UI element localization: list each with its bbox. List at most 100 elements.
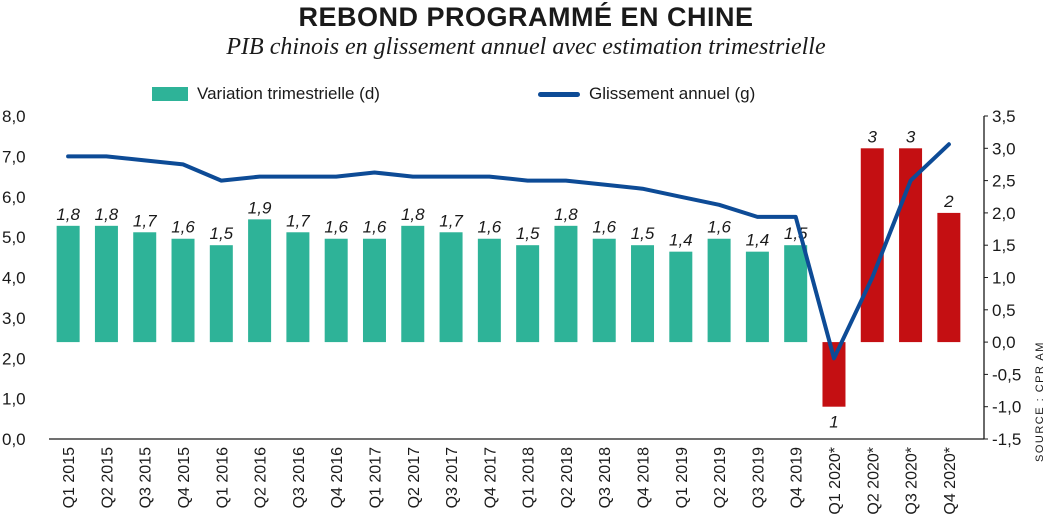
x-tick-label: Q1 2020*: [827, 447, 844, 515]
x-tick-label: Q4 2018: [636, 447, 653, 508]
left-tick-label: 4,0: [2, 269, 26, 288]
line-series: [66, 142, 951, 361]
bar: [286, 232, 310, 343]
x-tick-label: Q2 2018: [559, 447, 576, 508]
right-tick-label: 1,5: [992, 236, 1016, 255]
bar: [439, 232, 463, 343]
bar: [669, 251, 693, 343]
x-tick-label: Q3 2020*: [904, 447, 921, 515]
x-tick-label: Q2 2020*: [865, 447, 882, 515]
bar: [94, 225, 118, 343]
bar-data-label: 1,6: [324, 218, 348, 237]
bar-data-label: 1,8: [554, 205, 578, 224]
x-tick-label: Q2 2019: [712, 447, 729, 508]
x-tick-label: Q3 2018: [597, 447, 614, 508]
left-tick-label: 2,0: [2, 349, 26, 368]
left-tick-label: 8,0: [2, 107, 26, 126]
bar: [554, 225, 578, 343]
bar-data-label: 1,7: [133, 211, 157, 230]
x-tick-label: Q3 2017: [444, 447, 461, 508]
bar-data-label: 2: [943, 192, 954, 211]
x-tick-label: Q2 2015: [99, 447, 116, 508]
bar-data-label: 1,8: [95, 205, 119, 224]
bar: [592, 238, 616, 343]
bar-data-label: 1,7: [439, 211, 463, 230]
bar-data-label: 3: [868, 127, 878, 146]
legend-label-line: Glissement annuel (g): [589, 84, 756, 103]
legend-item-line: Glissement annuel (g): [538, 84, 755, 104]
x-tick-label: Q2 2017: [406, 447, 423, 508]
bar-data-label: 1,6: [363, 218, 387, 237]
bar: [133, 232, 157, 343]
legend-swatch-line: [538, 91, 580, 97]
bar-data-label: 1,6: [592, 218, 616, 237]
right-tick-label: 3,0: [992, 139, 1016, 158]
right-tick-label: 0,5: [992, 301, 1016, 320]
left-tick-label: 7,0: [2, 147, 26, 166]
bar: [822, 342, 846, 407]
left-tick-label: 0,0: [2, 430, 26, 449]
chart-title: REBOND PROGRAMMÉ EN CHINE: [298, 2, 754, 32]
bar: [56, 225, 80, 343]
bar-data-label: 1,5: [784, 224, 808, 243]
bar-data-label: 1,6: [707, 218, 731, 237]
bar: [362, 238, 386, 343]
bar: [784, 245, 808, 343]
bar-data-label: 1,4: [669, 231, 693, 250]
left-tick-label: 5,0: [2, 228, 26, 247]
x-tick-label: Q3 2015: [138, 447, 155, 508]
x-tick-label: Q2 2016: [253, 447, 270, 508]
x-tick-label: Q4 2015: [176, 447, 193, 508]
bar-data-label: 1,8: [56, 205, 80, 224]
x-tick-label: Q3 2019: [750, 447, 767, 508]
x-tick-label: Q1 2015: [61, 447, 78, 508]
bar: [324, 238, 348, 343]
right-tick-label: 2,5: [992, 172, 1016, 191]
x-tick-label: Q4 2017: [482, 447, 499, 508]
bar: [209, 245, 233, 343]
bar: [248, 219, 272, 343]
left-tick-label: 3,0: [2, 309, 26, 328]
x-tick-label: Q1 2018: [521, 447, 538, 508]
chart-subtitle: PIB chinois en glissement annuel avec es…: [226, 34, 826, 60]
x-tick-label: Q4 2016: [329, 447, 346, 508]
bar-data-label: 1,6: [478, 218, 502, 237]
left-tick-label: 6,0: [2, 188, 26, 207]
bar: [707, 238, 731, 343]
bar: [745, 251, 769, 343]
right-tick-label: -0,5: [992, 365, 1021, 384]
bar-data-label: 1,7: [286, 211, 310, 230]
bar: [631, 245, 655, 343]
bar: [937, 212, 961, 343]
x-tick-label: Q4 2019: [789, 447, 806, 508]
x-tick-label: Q1 2019: [674, 447, 691, 508]
x-tick-label: Q1 2017: [367, 447, 384, 508]
legend-item-bars: Variation trimestrielle (d): [152, 84, 380, 104]
bar-data-label: 1,4: [746, 231, 770, 250]
bar: [171, 238, 195, 343]
right-tick-label: -1,5: [992, 430, 1021, 449]
bar: [477, 238, 501, 343]
x-tick-label: Q1 2016: [214, 447, 231, 508]
right-tick-label: 3,5: [992, 107, 1016, 126]
legend-swatch-bars: [152, 87, 188, 101]
bar: [516, 245, 540, 343]
bar: [401, 225, 425, 343]
left-tick-label: 1,0: [2, 390, 26, 409]
bar: [899, 148, 923, 343]
bar-data-label: 1,6: [171, 218, 195, 237]
right-tick-label: 0,0: [992, 333, 1016, 352]
right-tick-label: 2,0: [992, 204, 1016, 223]
right-tick-label: -1,0: [992, 398, 1021, 417]
bar-data-label: 1,5: [209, 224, 233, 243]
right-tick-label: 1,0: [992, 269, 1016, 288]
x-tick-label: Q4 2020*: [942, 447, 959, 515]
bar-data-label: 1,5: [516, 224, 540, 243]
bar-data-label: 1,8: [401, 205, 425, 224]
bar-data-label: 3: [906, 127, 916, 146]
bar-data-label: 1: [829, 413, 838, 432]
x-tick-label: Q3 2016: [291, 447, 308, 508]
bar-data-label: 1,5: [631, 224, 655, 243]
legend-label-bars: Variation trimestrielle (d): [197, 84, 380, 103]
